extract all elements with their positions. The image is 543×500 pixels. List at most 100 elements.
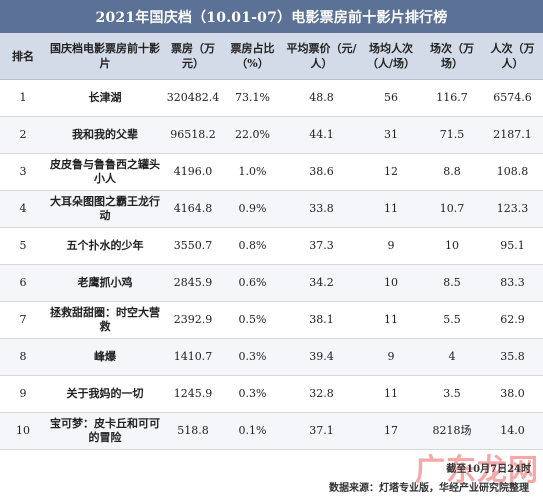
- avg-attendance-cell: 12: [360, 153, 422, 191]
- admissions-cell: 2187.1: [482, 116, 543, 154]
- rank-cell: 3: [0, 153, 46, 191]
- screenings-cell: 10.7: [422, 190, 482, 228]
- rank-cell: 8: [0, 338, 46, 376]
- screenings-cell: 3.5: [422, 375, 482, 413]
- avg-attendance-cell: 11: [360, 190, 422, 228]
- avg-price-cell: 38.6: [283, 153, 360, 191]
- header-avg-price: 平均票价（元/人）: [283, 33, 360, 80]
- share-cell: 0.1%: [222, 412, 283, 450]
- box-office-cell: 2845.9: [164, 264, 222, 302]
- table-row: 1 长津湖 320482.4 73.1% 48.8 56 116.7 6574.6: [0, 79, 543, 117]
- film-name-cell: 宝可梦：皮卡丘和可可的冒险: [46, 412, 164, 450]
- table-row: 5 五个扑水的少年 3550.7 0.8% 37.3 9 10 95.1: [0, 227, 543, 265]
- admissions-cell: 95.1: [482, 227, 543, 265]
- header-share: 票房占比（%）: [222, 33, 283, 80]
- screenings-cell: 8.5: [422, 264, 482, 302]
- avg-price-cell: 37.1: [283, 412, 360, 450]
- avg-price-cell: 37.3: [283, 227, 360, 265]
- avg-attendance-cell: 9: [360, 227, 422, 265]
- avg-attendance-cell: 31: [360, 116, 422, 154]
- admissions-cell: 14.0: [482, 412, 543, 450]
- screenings-cell: 116.7: [422, 79, 482, 117]
- film-name-cell: 五个扑水的少年: [46, 227, 164, 265]
- avg-price-cell: 38.1: [283, 301, 360, 339]
- rank-cell: 6: [0, 264, 46, 302]
- rank-cell: 5: [0, 227, 46, 265]
- screenings-cell: 5.5: [422, 301, 482, 339]
- header-row: 排名 国庆档电影票房前十影片 票房（万元） 票房占比（%） 平均票价（元/人） …: [0, 33, 543, 80]
- screenings-cell: 8.8: [422, 153, 482, 191]
- rank-cell: 10: [0, 412, 46, 450]
- box-office-cell: 96518.2: [164, 116, 222, 154]
- film-name-cell: 长津湖: [46, 79, 164, 117]
- header-screenings: 场次（万场）: [422, 33, 482, 80]
- box-office-cell: 2392.9: [164, 301, 222, 339]
- table-title: 2021年国庆档（10.01-07）电影票房前十影片排行榜: [0, 0, 543, 33]
- share-cell: 0.5%: [222, 301, 283, 339]
- table-row: 4 大耳朵图图之霸王龙行动 4164.8 0.9% 33.8 11 10.7 123.3: [0, 190, 543, 228]
- box-office-cell: 518.8: [164, 412, 222, 450]
- film-name-cell: 峰爆: [46, 338, 164, 376]
- share-cell: 0.9%: [222, 190, 283, 228]
- share-cell: 22.0%: [222, 116, 283, 154]
- avg-attendance-cell: 56: [360, 79, 422, 117]
- avg-attendance-cell: 10: [360, 264, 422, 302]
- film-name-cell: 老鹰抓小鸡: [46, 264, 164, 302]
- avg-price-cell: 34.2: [283, 264, 360, 302]
- rank-cell: 1: [0, 79, 46, 117]
- admissions-cell: 6574.6: [482, 79, 543, 117]
- rank-cell: 2: [0, 116, 46, 154]
- footer: 广东龙网 截至10月7日24时 数据来源：灯塔专业版，华经产业研究院整理: [0, 443, 543, 500]
- screenings-cell: 4: [422, 338, 482, 376]
- table-row: 2 我和我的父辈 96518.2 22.0% 44.1 31 71.5 2187.1: [0, 116, 543, 154]
- box-office-cell: 1410.7: [164, 338, 222, 376]
- avg-attendance-cell: 11: [360, 375, 422, 413]
- header-film: 国庆档电影票房前十影片: [46, 33, 164, 80]
- screenings-cell: 8218场: [422, 412, 482, 450]
- table-row: 6 老鹰抓小鸡 2845.9 0.6% 34.2 10 8.5 83.3: [0, 264, 543, 302]
- avg-price-cell: 33.8: [283, 190, 360, 228]
- rank-cell: 7: [0, 301, 46, 339]
- box-office-cell: 4164.8: [164, 190, 222, 228]
- box-office-cell: 1245.9: [164, 375, 222, 413]
- avg-price-cell: 44.1: [283, 116, 360, 154]
- admissions-cell: 35.8: [482, 338, 543, 376]
- screenings-cell: 10: [422, 227, 482, 265]
- header-avg-attendance: 场均人次（人/场）: [360, 33, 422, 80]
- admissions-cell: 38.0: [482, 375, 543, 413]
- admissions-cell: 62.9: [482, 301, 543, 339]
- header-box-office: 票房（万元）: [164, 33, 222, 80]
- share-cell: 0.3%: [222, 338, 283, 376]
- table-row: 10 宝可梦：皮卡丘和可可的冒险 518.8 0.1% 37.1 17 8218场 14.0: [0, 412, 543, 450]
- film-name-cell: 关于我妈的一切: [46, 375, 164, 413]
- film-name-cell: 皮皮鲁与鲁鲁西之罐头小人: [46, 153, 164, 191]
- admissions-cell: 83.3: [482, 264, 543, 302]
- data-source: 数据来源：灯塔专业版，华经产业研究院整理: [329, 483, 529, 494]
- avg-attendance-cell: 11: [360, 301, 422, 339]
- avg-attendance-cell: 17: [360, 412, 422, 450]
- share-cell: 1.0%: [222, 153, 283, 191]
- film-name-cell: 我和我的父辈: [46, 116, 164, 154]
- header-rank: 排名: [0, 33, 46, 80]
- table-row: 3 皮皮鲁与鲁鲁西之罐头小人 4196.0 1.0% 38.6 12 8.8 108.8: [0, 153, 543, 191]
- avg-price-cell: 39.4: [283, 338, 360, 376]
- box-office-cell: 320482.4: [164, 79, 222, 117]
- film-name-cell: 大耳朵图图之霸王龙行动: [46, 190, 164, 228]
- screenings-cell: 71.5: [422, 116, 482, 154]
- watermark: 广东龙网: [415, 453, 539, 488]
- table-row: 9 关于我妈的一切 1245.9 0.3% 32.8 11 3.5 38.0: [0, 375, 543, 413]
- admissions-cell: 108.8: [482, 153, 543, 191]
- box-office-cell: 3550.7: [164, 227, 222, 265]
- share-cell: 0.6%: [222, 264, 283, 302]
- admissions-cell: 123.3: [482, 190, 543, 228]
- share-cell: 0.8%: [222, 227, 283, 265]
- avg-attendance-cell: 9: [360, 338, 422, 376]
- avg-price-cell: 32.8: [283, 375, 360, 413]
- header-admissions: 人次（万人）: [482, 33, 543, 80]
- film-name-cell: 拯救甜甜圈：时空大营救: [46, 301, 164, 339]
- rank-cell: 4: [0, 190, 46, 228]
- avg-price-cell: 48.8: [283, 79, 360, 117]
- rank-cell: 9: [0, 375, 46, 413]
- box-office-table: 排名 国庆档电影票房前十影片 票房（万元） 票房占比（%） 平均票价（元/人） …: [0, 33, 543, 450]
